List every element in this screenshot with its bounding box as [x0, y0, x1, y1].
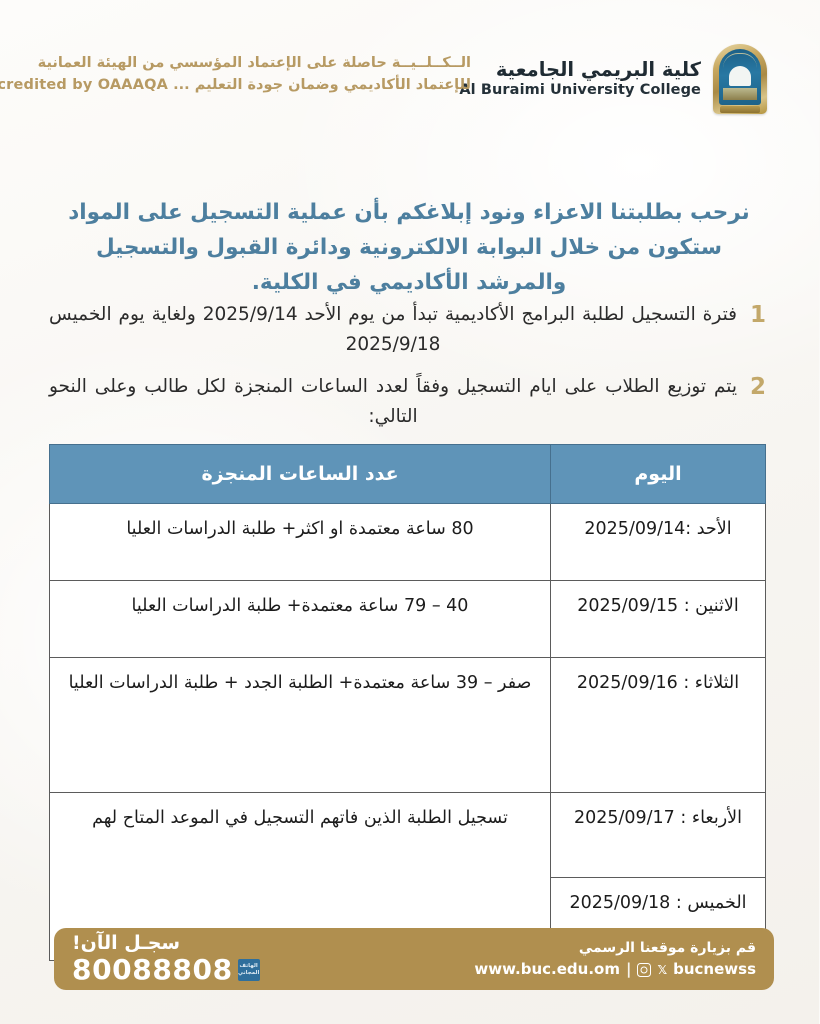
point-text: فترة التسجيل لطلبة البرامج الأكاديمية تب…	[50, 304, 739, 355]
accreditation-line-2: للإعتماد الأكاديمي وضمان جودة التعليم ..…	[0, 77, 472, 94]
list-item: 1 فترة التسجيل لطلبة البرامج الأكاديمية …	[50, 300, 770, 360]
x-twitter-icon[interactable]: 𝕏	[658, 962, 669, 977]
registration-schedule-table: اليوم عدد الساعات المنجزة الأحد :2025/09…	[50, 444, 767, 961]
university-name-english: Al Buraimi University College	[460, 82, 702, 99]
university-crest-icon	[714, 44, 768, 114]
cta-title: سجـل الآن!	[73, 931, 182, 954]
table-row: الثلاثاء : 2025/09/16 صفر – 39 ساعة معتم…	[50, 657, 767, 793]
point-text: يتم توزيع الطلاب على ايام التسجيل وفقاً …	[50, 375, 738, 427]
column-header-day: اليوم	[551, 444, 767, 504]
announcement-points: 1 فترة التسجيل لطلبة البرامج الأكاديمية …	[50, 300, 770, 444]
page-header: كلية البريمي الجامعية Al Buraimi Univers…	[0, 44, 820, 124]
point-number: 2	[750, 373, 767, 400]
badge-line-1: الهاتف	[240, 963, 259, 970]
cell-hours: صفر – 39 ساعة معتمدة+ الطلبة الجدد + طلب…	[50, 657, 552, 793]
accreditation-line-1: الــكــلــيــة حاصلة على الإعتماد المؤسس…	[38, 55, 472, 71]
website-url[interactable]: www.buc.edu.om	[475, 959, 621, 978]
list-item: 2 يتم توزيع الطلاب على ايام التسجيل وفقا…	[50, 372, 770, 432]
website-links: www.buc.edu.om | 𝕏 bucnewss	[475, 960, 757, 980]
table-row: الاثنين : 2025/09/15 40 – 79 ساعة معتمدة…	[50, 580, 767, 658]
badge-line-2: المجاني	[239, 970, 261, 977]
accreditation-statement: الــكــلــيــة حاصلة على الإعتماد المؤسس…	[0, 52, 472, 97]
cell-day: الأحد :2025/09/14	[551, 503, 767, 581]
footer-bar: سجـل الآن! الهاتف المجاني 80088808 قم بز…	[55, 928, 775, 990]
phone-row: الهاتف المجاني 80088808	[73, 953, 261, 987]
table-row: الأربعاء : 2025/09/17 تسجيل الطلبة الذين…	[50, 792, 767, 961]
cell-hours: 80 ساعة معتمدة او اكثر+ طلبة الدراسات ال…	[50, 503, 552, 581]
column-header-hours: عدد الساعات المنجزة	[50, 444, 552, 504]
brand-text: كلية البريمي الجامعية Al Buraimi Univers…	[460, 58, 702, 99]
website-info: قم بزيارة موقعنا الرسمي www.buc.edu.om |…	[475, 939, 757, 980]
cell-day: الأربعاء : 2025/09/17	[551, 792, 767, 878]
brand-lockup: كلية البريمي الجامعية Al Buraimi Univers…	[460, 44, 768, 114]
table-header-row: اليوم عدد الساعات المنجزة	[50, 444, 767, 504]
instagram-icon[interactable]	[638, 962, 653, 977]
university-name-arabic: كلية البريمي الجامعية	[496, 58, 702, 82]
announcement-headline: نرحب بطلبتنا الاعزاء ونود إبلاغكم بأن عم…	[69, 200, 751, 295]
cell-hours: 40 – 79 ساعة معتمدة+ طلبة الدراسات العلي…	[50, 580, 552, 658]
point-number: 1	[750, 302, 767, 328]
social-handle[interactable]: bucnewss	[674, 959, 757, 978]
visit-website-text: قم بزيارة موقعنا الرسمي	[579, 939, 757, 956]
phone-number[interactable]: 80088808	[73, 953, 234, 987]
cell-day: الثلاثاء : 2025/09/16	[551, 657, 767, 793]
toll-free-badge-icon: الهاتف المجاني	[238, 959, 261, 982]
cell-day: الاثنين : 2025/09/15	[551, 580, 767, 658]
separator: |	[626, 959, 633, 978]
table-row: الأحد :2025/09/14 80 ساعة معتمدة او اكثر…	[50, 503, 767, 581]
call-to-action: سجـل الآن! الهاتف المجاني 80088808	[73, 933, 261, 986]
